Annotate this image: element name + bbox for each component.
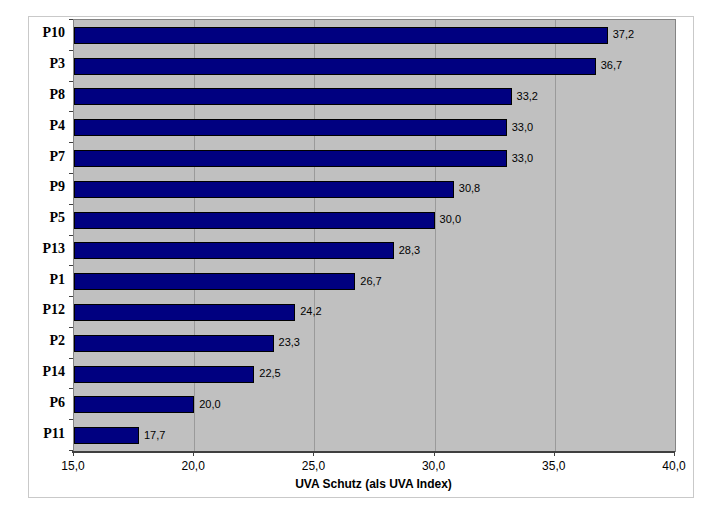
category-label: P6 — [25, 395, 65, 411]
bar-value-label: 28,3 — [399, 244, 420, 256]
x-axis-title: UVA Schutz (als UVA Index) — [295, 477, 452, 491]
y-axis-tick — [69, 204, 73, 205]
bar — [74, 427, 139, 444]
y-axis-tick — [69, 81, 73, 82]
gridline — [555, 20, 556, 451]
bar-value-label: 30,0 — [440, 213, 461, 225]
y-axis-tick — [69, 358, 73, 359]
bar — [74, 150, 507, 167]
bar-value-label: 37,2 — [613, 28, 634, 40]
bar — [74, 273, 355, 290]
bar — [74, 88, 512, 105]
category-label: P14 — [25, 364, 65, 380]
bar — [74, 396, 194, 413]
gridline — [435, 20, 436, 451]
category-label: P9 — [25, 179, 65, 195]
x-axis-tick — [674, 451, 675, 456]
category-label: P13 — [25, 241, 65, 257]
category-label: P10 — [25, 25, 65, 41]
category-label: P3 — [25, 56, 65, 72]
bar — [74, 119, 507, 136]
y-axis-tick — [69, 142, 73, 143]
x-axis-tick-label: 25,0 — [302, 459, 325, 473]
x-axis-tick — [313, 451, 314, 456]
bar-value-label: 36,7 — [601, 59, 622, 71]
y-axis-tick — [69, 173, 73, 174]
bar — [74, 212, 435, 229]
bar-value-label: 33,0 — [512, 121, 533, 133]
y-axis-tick — [69, 265, 73, 266]
y-axis-tick — [69, 111, 73, 112]
bar-value-label: 26,7 — [360, 275, 381, 287]
y-axis-tick — [69, 388, 73, 389]
bar-value-label: 17,7 — [144, 429, 165, 441]
y-axis-tick — [69, 296, 73, 297]
category-label: P7 — [25, 149, 65, 165]
x-axis-tick — [73, 451, 74, 456]
bar-value-label: 22,5 — [259, 367, 280, 379]
x-axis-line — [72, 451, 675, 453]
y-axis-tick — [69, 19, 73, 20]
gridline — [314, 20, 315, 451]
x-axis-tick-label: 40,0 — [662, 459, 685, 473]
bar-value-label: 30,8 — [459, 182, 480, 194]
bar-chart: 15,0 20,0 25,0 30,0 35,0 40,0 UVA Schutz (als… — [0, 0, 713, 529]
bar-value-label: 24,2 — [300, 305, 321, 317]
category-label: P8 — [25, 87, 65, 103]
category-label: P4 — [25, 118, 65, 134]
bar-value-label: 20,0 — [199, 398, 220, 410]
bar — [74, 58, 596, 75]
category-label: P12 — [25, 302, 65, 318]
bar — [74, 242, 394, 259]
y-axis-tick — [69, 235, 73, 236]
x-axis-tick — [434, 451, 435, 456]
bar-value-label: 23,3 — [279, 336, 300, 348]
y-axis-tick — [69, 327, 73, 328]
category-label: P5 — [25, 210, 65, 226]
bar — [74, 181, 454, 198]
bar — [74, 335, 274, 352]
x-axis-tick-label: 30,0 — [422, 459, 445, 473]
x-axis-tick-label: 20,0 — [182, 459, 205, 473]
x-axis-tick — [554, 451, 555, 456]
x-axis-tick — [193, 451, 194, 456]
category-label: P1 — [25, 272, 65, 288]
gridline — [194, 20, 195, 451]
y-axis-tick — [69, 419, 73, 420]
bar-value-label: 33,2 — [517, 90, 538, 102]
category-label: P11 — [25, 426, 65, 442]
x-axis-tick-label: 35,0 — [542, 459, 565, 473]
bar-value-label: 33,0 — [512, 152, 533, 164]
bar — [74, 366, 254, 383]
plot-area — [73, 19, 676, 452]
category-label: P2 — [25, 333, 65, 349]
bar — [74, 27, 608, 44]
bar — [74, 304, 295, 321]
y-axis-tick — [69, 50, 73, 51]
x-axis-tick-label: 15,0 — [61, 459, 84, 473]
